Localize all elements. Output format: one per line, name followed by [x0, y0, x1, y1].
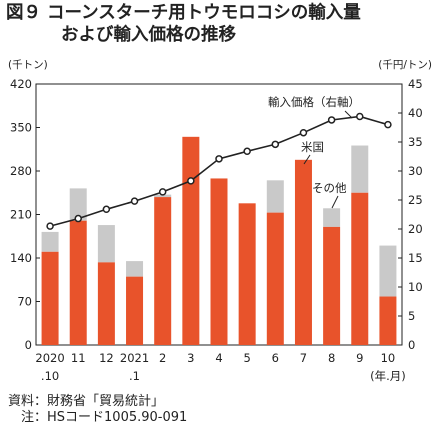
- figure-number: 図９: [6, 3, 41, 23]
- x-tick-label: 3: [187, 351, 194, 365]
- price-point: [130, 197, 139, 205]
- bar-other: [379, 245, 397, 297]
- right-axis-tick-label: 45: [408, 77, 423, 91]
- right-axis-tick-label: 20: [408, 222, 423, 236]
- price-point: [384, 120, 392, 129]
- price-point: [46, 222, 54, 230]
- bar-us: [41, 251, 59, 345]
- x-tick-label: 7: [300, 351, 307, 365]
- right-axis-tick-label: 15: [408, 251, 423, 265]
- left-axis-tick-label: 280: [10, 164, 32, 178]
- bar-us: [238, 203, 256, 345]
- left-axis-unit: (千トン): [8, 59, 48, 71]
- price-point: [215, 155, 223, 163]
- chart-title: 図９ コーンスターチ用トウモロコシの輸入量 および輸入価格の推移: [6, 2, 436, 46]
- right-axis-tick-label: 25: [408, 193, 423, 207]
- x-tick-label: 5: [243, 351, 250, 365]
- x-tick-label: 6: [272, 351, 279, 365]
- right-axis-tick-label: 30: [408, 164, 423, 178]
- legend-other-leader: [331, 195, 339, 209]
- x-tick-label: 10: [381, 351, 396, 365]
- bar-us: [69, 220, 87, 345]
- footnote: 注：HSコード1005.90-091: [8, 410, 188, 425]
- x-tick-label: 8: [328, 351, 335, 365]
- x-tick-label: 12: [99, 351, 114, 365]
- bar-other: [266, 180, 284, 213]
- price-point: [271, 140, 280, 149]
- price-point: [356, 112, 364, 121]
- left-axis-tick-label: 420: [10, 77, 32, 91]
- bar-other: [351, 145, 369, 193]
- right-axis-tick-label: 0: [408, 338, 415, 352]
- price-point: [74, 214, 82, 223]
- x-tick-label: 2: [159, 351, 166, 365]
- legend-price-label: 輸入価格（右軸）: [268, 95, 360, 109]
- right-axis-unit: (千円/トン): [378, 59, 432, 71]
- x-tick-label: 9: [356, 351, 363, 365]
- x-tick-label-sub: (年.月): [370, 369, 406, 383]
- price-point: [158, 188, 167, 196]
- x-tick-label: 11: [71, 351, 86, 365]
- bar-other: [323, 208, 341, 227]
- bar-us: [97, 262, 115, 345]
- bar-us: [266, 212, 284, 345]
- title-line-1: コーンスターチ用トウモロコシの輸入量: [47, 3, 361, 23]
- left-axis-tick-label: 210: [10, 208, 32, 222]
- bar-other: [41, 231, 59, 252]
- bar-us: [323, 226, 341, 345]
- left-axis-tick-label: 70: [17, 295, 32, 309]
- title-line-2: および輸入価格の推移: [61, 25, 236, 45]
- price-point: [327, 116, 336, 124]
- bar-other: [97, 225, 115, 263]
- bar-other: [126, 261, 144, 277]
- left-axis-tick-label: 350: [10, 121, 32, 135]
- x-tick-label: 2021: [120, 351, 149, 365]
- left-axis-tick-label: 0: [25, 338, 32, 352]
- right-axis-tick-label: 40: [408, 106, 423, 120]
- legend-other-label: その他: [312, 181, 347, 195]
- bar-us: [154, 197, 172, 345]
- bar-other: [69, 188, 87, 221]
- combo-chart: 070140210280350420051015202530354045(千トン…: [8, 59, 432, 383]
- legend-price-leader: [344, 110, 353, 119]
- x-tick-label-sub: .1: [129, 369, 140, 383]
- price-point: [243, 147, 251, 156]
- left-axis-tick-label: 140: [10, 251, 32, 265]
- bar-us: [294, 159, 312, 345]
- bar-us: [351, 192, 369, 345]
- legend-us-leader: [303, 154, 311, 165]
- price-point: [187, 177, 195, 185]
- source-note: 資料：財務省「貿易統計」: [8, 394, 165, 409]
- legend-us-label: 米国: [301, 140, 324, 154]
- right-axis-tick-label: 5: [408, 309, 415, 323]
- price-point: [102, 205, 111, 214]
- bar-us: [182, 136, 200, 345]
- bar-other: [154, 194, 172, 198]
- price-point: [299, 128, 308, 137]
- bar-us: [210, 178, 228, 345]
- bar-us: [126, 276, 144, 345]
- x-tick-label: 4: [215, 351, 222, 365]
- right-axis-tick-label: 35: [408, 135, 423, 149]
- bar-us: [379, 296, 397, 345]
- right-axis-tick-label: 10: [408, 280, 423, 294]
- x-tick-label: 2020: [35, 351, 64, 365]
- x-tick-label-sub: .10: [41, 369, 59, 383]
